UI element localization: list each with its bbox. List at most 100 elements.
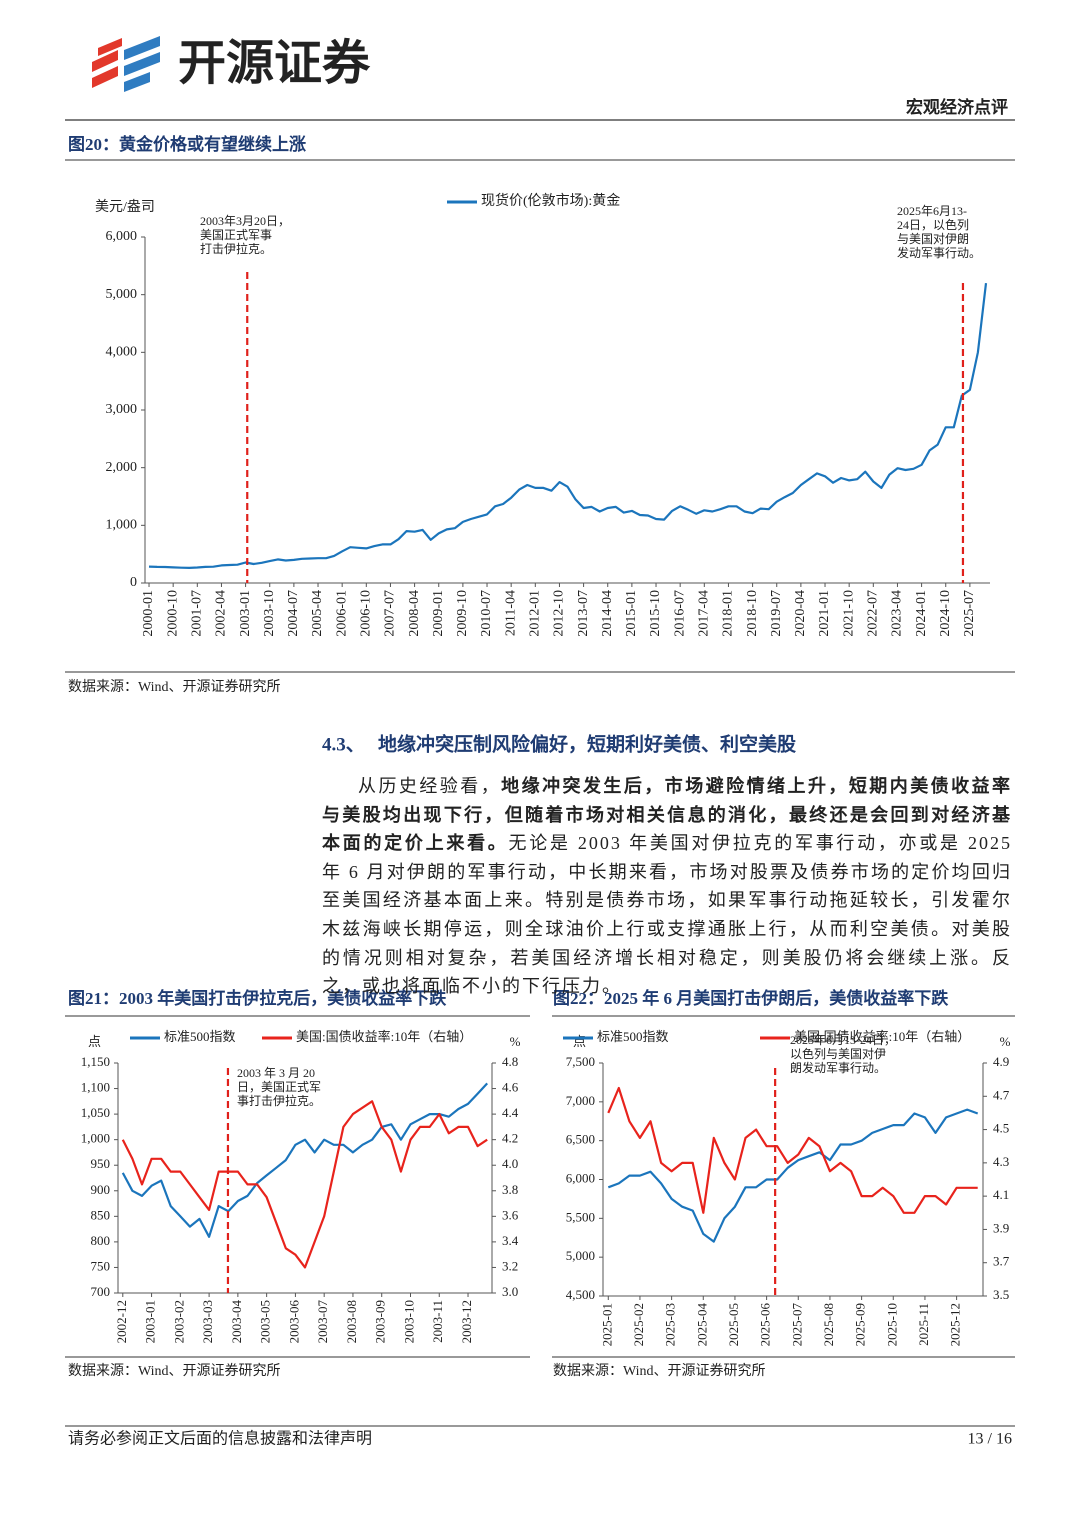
x-tick-label: 2002-04: [214, 590, 229, 637]
x-tick-label: 2024-01: [914, 590, 929, 637]
section-title: 地缘冲突压制风险偏好，短期利好美债、利空美股: [378, 732, 796, 755]
x-tick-label: 2019-07: [769, 590, 784, 637]
x-tick-label: 2024-10: [938, 590, 953, 637]
annotation: 24日，以色列: [897, 218, 969, 232]
y-axis-label: 美元/盎司: [95, 199, 155, 215]
y-tick-label: 5,500: [566, 1209, 595, 1224]
x-tick-label: 2025-11: [916, 1303, 931, 1346]
x-tick-label: 2018-10: [745, 590, 760, 637]
y-tick-label: 0: [130, 575, 137, 590]
x-tick-label: 2006-10: [359, 590, 374, 637]
y-tick-label: 5,000: [106, 287, 138, 302]
annotation: 发动军事行动。: [897, 245, 981, 260]
y2-tick-label: 4.8: [502, 1054, 518, 1069]
paragraph: 从历史经验看，地缘冲突发生后，市场避险情绪上升，短期内美债收益率与美股均出现下行…: [322, 772, 1012, 1001]
x-tick-label: 2016-07: [672, 590, 687, 637]
x-tick-label: 2013-07: [576, 590, 591, 637]
x-tick-label: 2003-07: [315, 1300, 330, 1344]
legend-label: 美国:国债收益率:10年（右轴）: [794, 1029, 970, 1044]
y-tick-label: 3,000: [106, 402, 138, 417]
y-axis-label: 点: [88, 1034, 101, 1049]
x-tick-label: 2025-07: [789, 1303, 804, 1347]
x-tick-label: 2022-07: [866, 590, 881, 637]
annotation: 美国正式军事: [200, 228, 272, 242]
y2-tick-label: 4.1: [993, 1187, 1009, 1202]
x-tick-label: 2025-03: [663, 1303, 678, 1346]
x-tick-label: 2000-10: [165, 590, 180, 637]
x-tick-label: 2003-01: [238, 590, 253, 637]
x-tick-label: 2005-04: [310, 590, 325, 637]
y2-tick-label: 4.7: [993, 1087, 1010, 1102]
y2-tick-label: 3.5: [993, 1287, 1009, 1302]
x-tick-label: 2003-12: [459, 1300, 474, 1343]
x-tick-label: 2012-10: [552, 590, 567, 637]
x-tick-label: 2003-09: [373, 1300, 388, 1343]
legend-label: 美国:国债收益率:10年（右轴）: [296, 1029, 472, 1044]
x-tick-label: 2003-06: [286, 1300, 301, 1344]
x-tick-label: 2009-01: [431, 590, 446, 637]
paragraph-run: 无论是 2003 年美国对伊拉克的军事行动，亦或是 2025 年 6 月对伊朗的…: [322, 833, 1012, 997]
x-tick-label: 2021-10: [841, 590, 856, 637]
x-tick-label: 2025-04: [694, 1303, 709, 1347]
x-tick-label: 2025-01: [599, 1303, 614, 1346]
x-tick-label: 2015-10: [648, 590, 663, 637]
x-tick-label: 2009-10: [455, 590, 470, 637]
annotation: 朗发动军事行动。: [790, 1060, 886, 1075]
logo-icon: [92, 36, 160, 92]
x-tick-label: 2017-04: [697, 590, 712, 637]
x-tick-label: 2018-01: [721, 590, 736, 637]
x-tick-label: 2025-07: [962, 590, 977, 637]
y2-tick-label: 3.7: [993, 1254, 1010, 1269]
y-tick-label: 5,000: [566, 1248, 595, 1263]
y-tick-label: 1,000: [106, 518, 138, 533]
y-tick-label: 4,000: [106, 345, 138, 360]
x-tick-label: 2010-07: [479, 590, 494, 637]
x-tick-label: 2003-03: [200, 1300, 215, 1343]
x-tick-label: 2007-07: [383, 590, 398, 637]
source-note: 数据来源：Wind、开源证券研究所: [553, 1363, 766, 1379]
y-tick-label: 2,000: [106, 460, 138, 475]
y2-tick-label: 4.4: [502, 1105, 519, 1120]
y-tick-label: 950: [91, 1156, 111, 1171]
x-tick-label: 2003-08: [344, 1300, 359, 1343]
y-tick-label: 850: [91, 1207, 111, 1222]
x-tick-label: 2012-01: [528, 590, 543, 637]
y2-tick-label: 4.0: [502, 1156, 518, 1171]
y-tick-label: 700: [91, 1284, 111, 1299]
annotation: 日，美国正式军: [237, 1080, 321, 1094]
series-line: [607, 1108, 979, 1243]
y-tick-label: 800: [91, 1233, 111, 1248]
paragraph-run: 地缘冲突发生后，市场避险情绪上升，短期内美债收益率与美股均出现下行，但随着市场对…: [322, 776, 1013, 854]
footer-disclaimer: 请务必参阅正文后面的信息披露和法律声明: [68, 1430, 372, 1448]
figure-title: 图21：2003 年美国打击伊拉克后，美债收益率下跌: [68, 988, 447, 1008]
x-tick-label: 2003-10: [262, 590, 277, 637]
annotation: 打击伊拉克。: [200, 241, 272, 256]
annotation: 2003 年 3 月 20: [237, 1066, 315, 1080]
x-tick-label: 2025-12: [948, 1303, 963, 1346]
source-note: 数据来源：Wind、开源证券研究所: [68, 679, 281, 695]
annotation: 事打击伊拉克。: [237, 1093, 321, 1108]
y-tick-label: 750: [91, 1258, 111, 1273]
x-tick-label: 2002-12: [114, 1300, 129, 1343]
y-tick-label: 1,150: [81, 1054, 110, 1069]
report-type: 宏观经济点评: [906, 97, 1008, 117]
y2-tick-label: 3.8: [502, 1182, 518, 1197]
y2-tick-label: 4.2: [502, 1131, 518, 1146]
brand: 开源证券: [178, 35, 371, 91]
x-tick-label: 2025-09: [853, 1303, 868, 1346]
x-tick-label: 2003-01: [143, 1300, 158, 1343]
x-tick-label: 2021-01: [817, 590, 832, 637]
y-tick-label: 6,000: [566, 1170, 595, 1185]
x-tick-label: 2025-10: [884, 1303, 899, 1346]
y2-tick-label: 3.6: [502, 1207, 519, 1222]
legend-label: 标准500指数: [164, 1029, 236, 1044]
y-tick-label: 7,500: [566, 1054, 595, 1069]
figure-title: 图20：黄金价格或有望继续上涨: [68, 134, 306, 154]
series-line: [121, 1100, 488, 1269]
annotation: 2025年6月13-: [897, 204, 967, 218]
x-tick-label: 2025-06: [758, 1303, 773, 1347]
x-tick-label: 2014-04: [600, 590, 615, 637]
x-tick-label: 2020-04: [793, 590, 808, 637]
y-tick-label: 7,000: [566, 1093, 595, 1108]
